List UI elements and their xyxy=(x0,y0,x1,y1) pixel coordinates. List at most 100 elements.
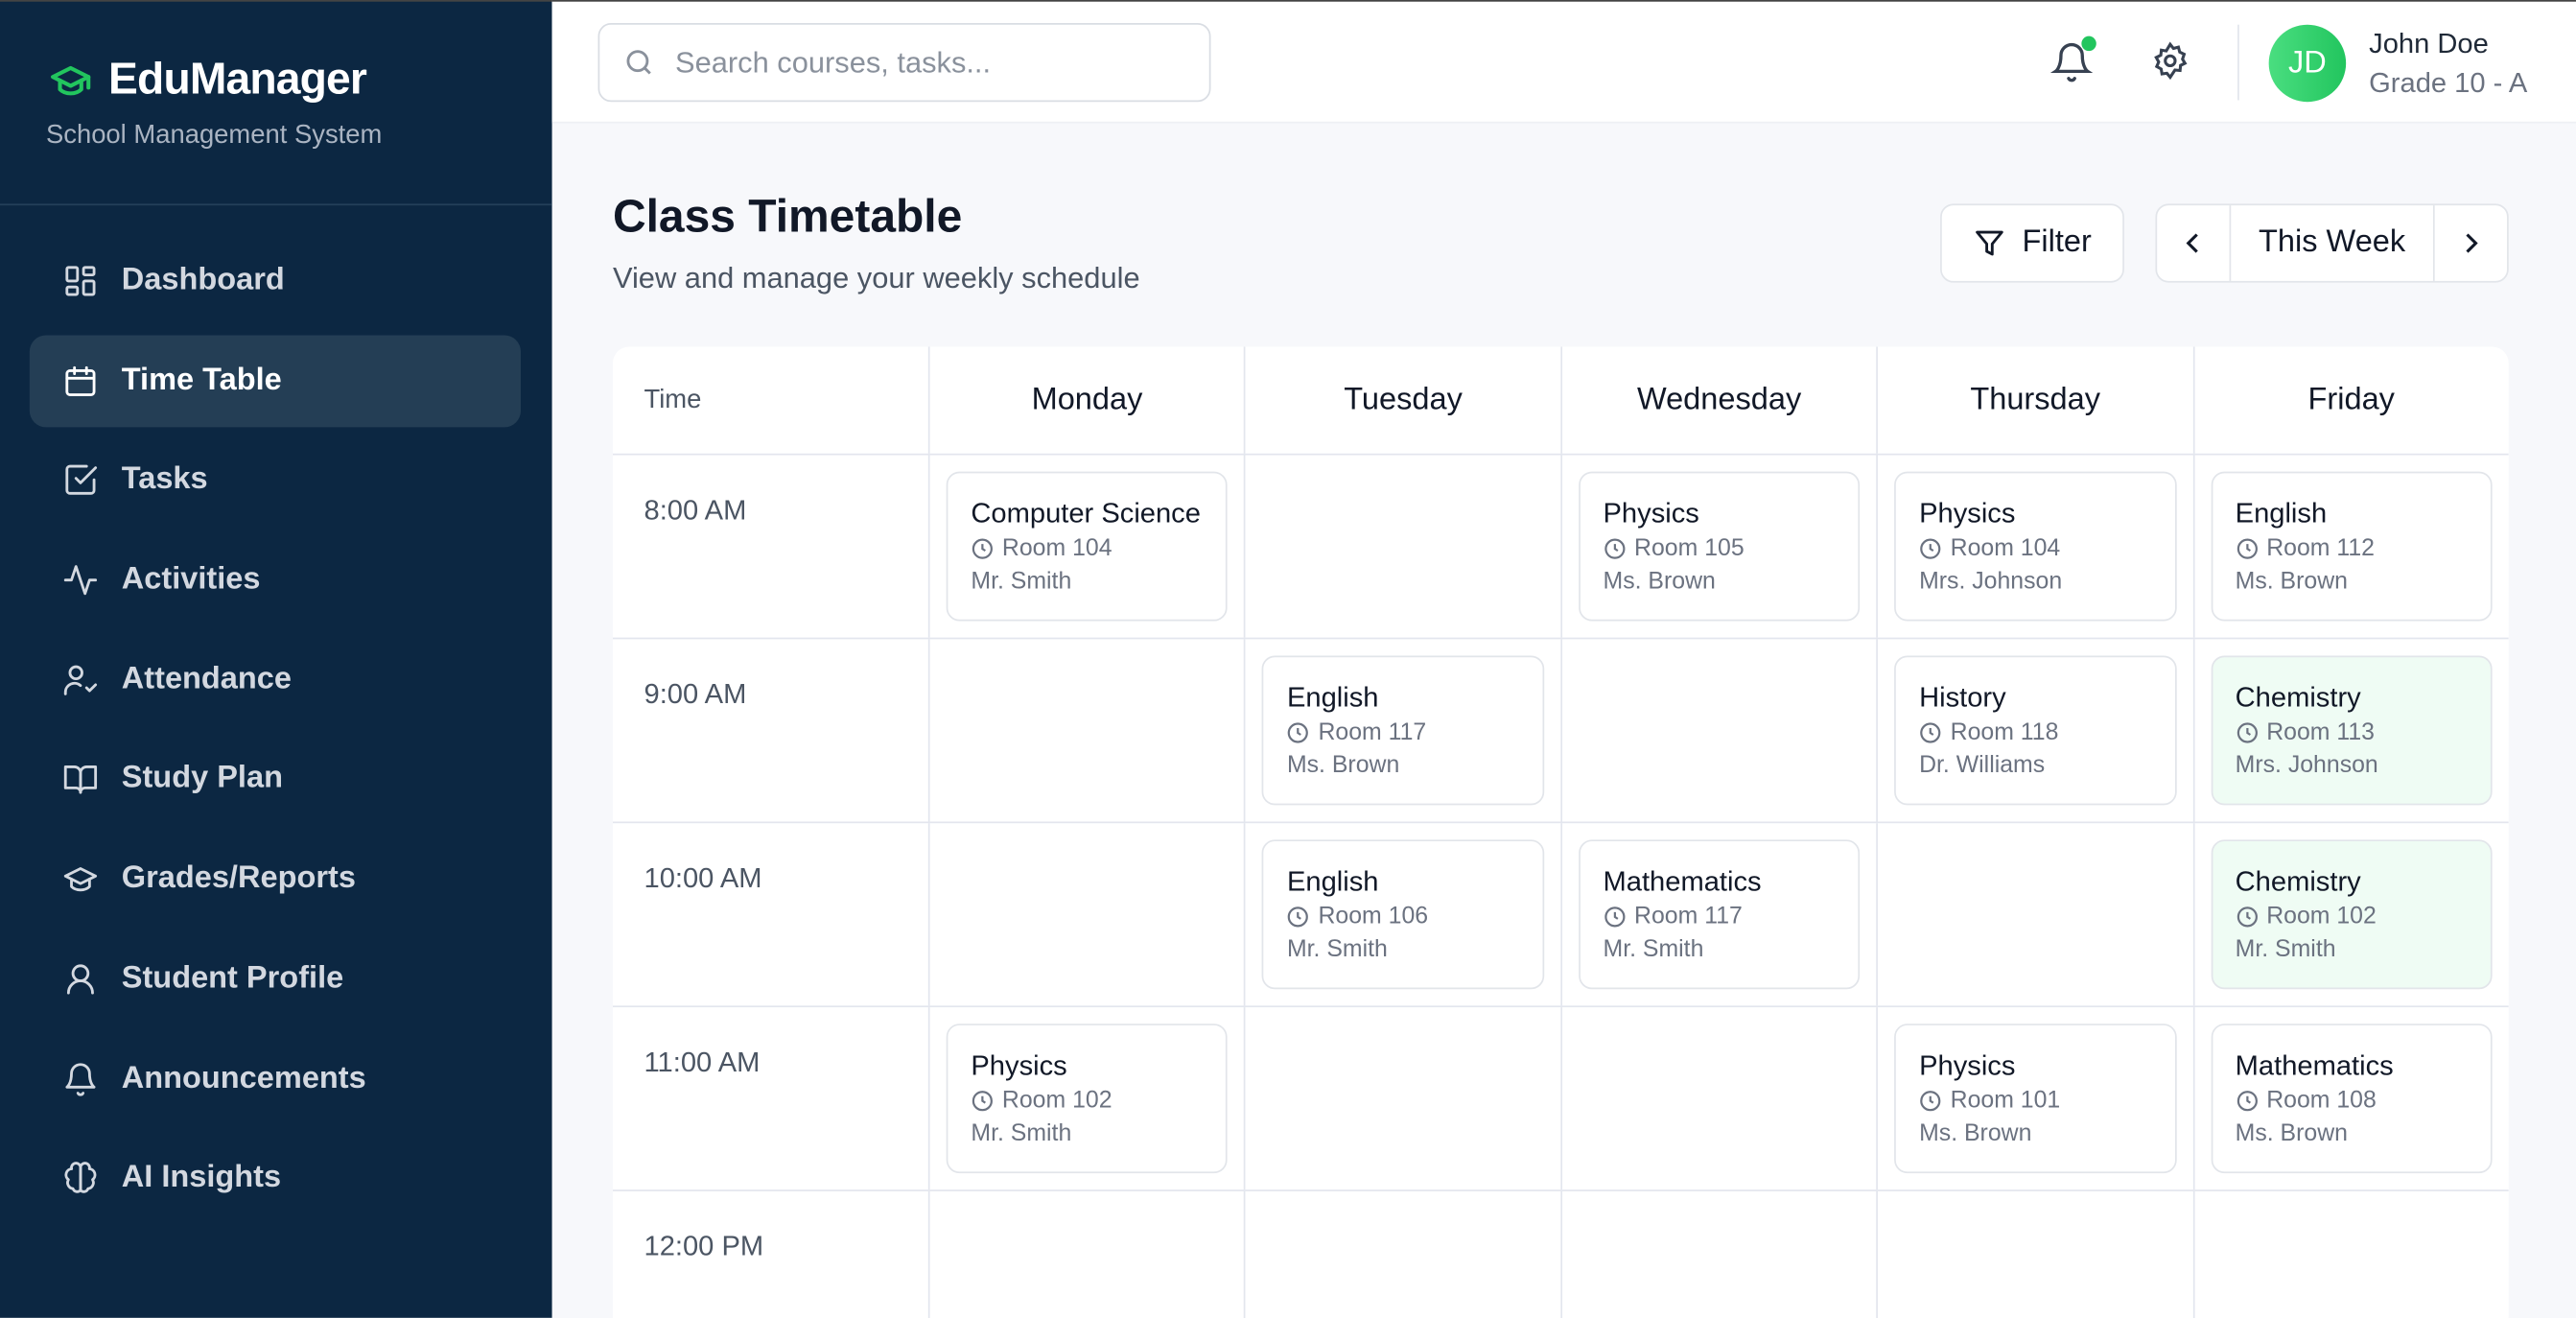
table-row: 8:00 AM Computer Science Room 104 Mr. Sm… xyxy=(612,455,2509,640)
class-card[interactable]: Mathematics Room 108 Ms. Brown xyxy=(2210,1024,2493,1174)
class-card[interactable]: History Room 118 Dr. Williams xyxy=(1894,655,2176,806)
schedule-cell[interactable] xyxy=(2192,1190,2509,1318)
class-card[interactable]: English Room 112 Ms. Brown xyxy=(2210,471,2493,622)
day-header: Thursday xyxy=(1876,346,2193,454)
class-card[interactable]: English Room 106 Mr. Smith xyxy=(1262,839,1544,990)
page-subtitle: View and manage your weekly schedule xyxy=(612,261,1140,294)
sidebar-item-label: Time Table xyxy=(121,363,282,398)
class-room: Room 113 xyxy=(2236,719,2468,746)
class-card[interactable]: Computer Science Room 104 Mr. Smith xyxy=(946,471,1229,622)
class-subject: Physics xyxy=(1603,498,1699,530)
class-subject: Physics xyxy=(971,1049,1067,1082)
schedule-cell[interactable] xyxy=(927,639,1245,822)
brand-logo[interactable]: EduManager xyxy=(46,55,367,106)
schedule-cell: English Room 106 Mr. Smith xyxy=(1244,823,1560,1006)
class-card[interactable]: Physics Room 104 Mrs. Johnson xyxy=(1894,471,2176,622)
class-card[interactable]: Physics Room 105 Ms. Brown xyxy=(1578,471,1861,622)
notifications-button[interactable] xyxy=(2049,35,2096,84)
class-room: Room 117 xyxy=(1604,904,1836,930)
sidebar-item-ai-insights[interactable]: AI Insights xyxy=(30,1133,521,1225)
sidebar-divider xyxy=(0,203,552,206)
class-card[interactable]: Mathematics Room 117 Mr. Smith xyxy=(1578,839,1861,990)
clock-icon xyxy=(1920,538,1941,559)
class-subject: Physics xyxy=(1919,498,2016,530)
schedule-cell[interactable] xyxy=(1244,1007,1560,1190)
clock-icon xyxy=(972,538,993,559)
page-title: Class Timetable xyxy=(612,190,963,242)
schedule-cell[interactable] xyxy=(1559,639,1877,822)
sidebar-item-student-profile[interactable]: Student Profile xyxy=(30,933,521,1025)
class-room: Room 102 xyxy=(971,1088,1203,1114)
sidebar-item-time-table[interactable]: Time Table xyxy=(29,334,522,427)
clock-icon xyxy=(2236,538,2258,559)
schedule-cell: Physics Room 101 Ms. Brown xyxy=(1876,1007,2193,1190)
next-week-button[interactable] xyxy=(2435,205,2507,281)
time-slot-label: 8:00 AM xyxy=(644,494,747,527)
class-room: Room 112 xyxy=(2236,535,2468,562)
class-subject: History xyxy=(1919,681,2006,714)
class-subject: English xyxy=(1286,865,1379,898)
clock-icon xyxy=(2236,1091,2258,1112)
class-card[interactable]: Physics Room 102 Mr. Smith xyxy=(946,1024,1229,1174)
chevron-right-icon xyxy=(2466,233,2478,253)
class-teacher: Mr. Smith xyxy=(2235,936,2336,963)
room-label: Room 101 xyxy=(1950,1088,2061,1115)
schedule-cell: Chemistry Room 113 Mrs. Johnson xyxy=(2192,639,2509,822)
clock-icon xyxy=(1604,906,1626,928)
sidebar-item-tasks[interactable]: Tasks xyxy=(30,435,521,527)
class-card[interactable]: Chemistry Room 113 Mrs. Johnson xyxy=(2210,655,2493,806)
schedule-cell[interactable] xyxy=(1244,455,1560,638)
class-subject: English xyxy=(1286,681,1379,714)
sidebar-item-label: Grades/Reports xyxy=(121,860,356,896)
schedule-cell[interactable] xyxy=(927,823,1245,1006)
sidebar-item-dashboard[interactable]: Dashboard xyxy=(30,235,521,327)
class-card[interactable]: Physics Room 101 Ms. Brown xyxy=(1894,1024,2176,1174)
class-room: Room 118 xyxy=(1919,719,2151,746)
week-label[interactable]: This Week xyxy=(2229,205,2435,281)
search-box[interactable] xyxy=(597,22,1211,103)
schedule-cell[interactable] xyxy=(1876,823,2193,1006)
bell-icon xyxy=(65,1062,96,1095)
schedule-cell[interactable] xyxy=(1244,1190,1560,1318)
schedule-cell[interactable] xyxy=(1559,1190,1877,1318)
schedule-cell: Physics Room 105 Ms. Brown xyxy=(1559,455,1877,638)
class-teacher: Mrs. Johnson xyxy=(2235,752,2378,779)
class-teacher: Ms. Brown xyxy=(1286,752,1400,779)
table-row: 11:00 AM Physics Room 102 Mr. Smith Phys… xyxy=(612,1007,2509,1191)
previous-week-button[interactable] xyxy=(2157,205,2229,281)
room-label: Room 104 xyxy=(1950,535,2061,562)
class-teacher: Mr. Smith xyxy=(971,568,1072,596)
class-card[interactable]: Chemistry Room 102 Mr. Smith xyxy=(2210,839,2493,990)
room-label: Room 117 xyxy=(1634,904,1743,930)
avatar[interactable]: JD xyxy=(2268,24,2347,103)
sidebar-item-study-plan[interactable]: Study Plan xyxy=(30,734,521,826)
schedule-cell[interactable] xyxy=(927,1190,1245,1318)
class-teacher: Mrs. Johnson xyxy=(1919,568,2063,596)
room-label: Room 105 xyxy=(1634,535,1745,562)
class-teacher: Ms. Brown xyxy=(2235,568,2348,596)
class-card[interactable]: English Room 117 Ms. Brown xyxy=(1262,655,1544,806)
class-subject: Physics xyxy=(1919,1049,2016,1082)
sidebar-item-announcements[interactable]: Announcements xyxy=(30,1033,521,1125)
search-input[interactable] xyxy=(675,45,1168,81)
sidebar-item-label: AI Insights xyxy=(121,1160,282,1195)
sidebar-item-grades-reports[interactable]: Grades/Reports xyxy=(30,834,521,926)
sidebar-item-label: Study Plan xyxy=(121,761,283,796)
schedule-cell: Mathematics Room 117 Mr. Smith xyxy=(1559,823,1877,1006)
schedule-cell: Chemistry Room 102 Mr. Smith xyxy=(2192,823,2509,1006)
settings-button[interactable] xyxy=(2150,41,2193,84)
sidebar-item-label: Student Profile xyxy=(121,960,344,996)
graduation-cap-icon xyxy=(63,867,98,892)
class-teacher: Mr. Smith xyxy=(1603,936,1704,963)
schedule-cell[interactable] xyxy=(1876,1190,2193,1318)
room-label: Room 106 xyxy=(1318,904,1429,930)
clock-icon xyxy=(1604,538,1626,559)
class-teacher: Ms. Brown xyxy=(2235,1120,2348,1147)
schedule-cell[interactable] xyxy=(1559,1007,1877,1190)
sidebar-item-activities[interactable]: Activities xyxy=(30,534,521,626)
filter-button[interactable]: Filter xyxy=(1940,203,2124,283)
room-label: Room 112 xyxy=(2266,535,2375,562)
graduation-cap-icon xyxy=(51,65,91,95)
gear-icon xyxy=(2154,41,2188,81)
sidebar-item-attendance[interactable]: Attendance xyxy=(30,634,521,726)
